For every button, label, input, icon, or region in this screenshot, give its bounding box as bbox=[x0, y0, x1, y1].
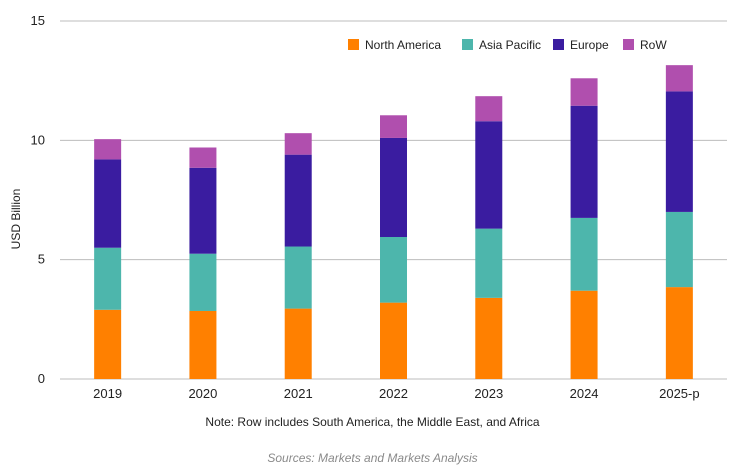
bar-segment bbox=[475, 297, 503, 379]
bar-segment bbox=[380, 115, 407, 138]
bar-segment bbox=[284, 308, 312, 379]
x-tick-label: 2021 bbox=[284, 386, 313, 401]
bar-segment bbox=[665, 65, 693, 92]
x-tick-label: 2025-p bbox=[659, 386, 699, 401]
bar-segment bbox=[189, 147, 217, 168]
bar-segment bbox=[189, 310, 217, 379]
y-tick-label: 15 bbox=[31, 13, 45, 28]
bar-segment bbox=[570, 290, 598, 379]
bar-segment bbox=[665, 211, 693, 288]
bar-segment bbox=[570, 217, 598, 291]
chart-source: Sources: Markets and Markets Analysis bbox=[267, 451, 478, 465]
bar-segment bbox=[94, 139, 122, 160]
bar-segment bbox=[475, 228, 503, 298]
bar-segment bbox=[94, 309, 122, 379]
bar-segment bbox=[380, 137, 407, 237]
y-tick-label: 0 bbox=[38, 371, 45, 386]
bar-segment bbox=[475, 121, 503, 229]
bar-segment bbox=[380, 236, 407, 303]
x-tick-label: 2024 bbox=[570, 386, 599, 401]
bar-segment bbox=[189, 167, 217, 254]
x-axis-ticks: 2019 2020 2021 2022 2023 2024 2025-p bbox=[93, 386, 699, 401]
bar-segment bbox=[94, 159, 122, 248]
bar-segment bbox=[189, 253, 217, 311]
bar-segment bbox=[475, 96, 503, 122]
bar-segment bbox=[284, 133, 312, 155]
y-axis-ticks: 0 5 10 15 bbox=[31, 13, 45, 386]
legend-label: Asia Pacific bbox=[479, 38, 541, 52]
bar-segment bbox=[284, 154, 312, 247]
bars bbox=[94, 65, 693, 379]
legend-label: North America bbox=[365, 38, 441, 52]
y-axis-label: USD Billion bbox=[9, 189, 23, 250]
x-tick-label: 2023 bbox=[474, 386, 503, 401]
x-tick-label: 2022 bbox=[379, 386, 408, 401]
legend-label: Europe bbox=[570, 38, 609, 52]
y-tick-label: 5 bbox=[38, 252, 45, 267]
legend-swatch bbox=[553, 39, 564, 50]
y-tick-label: 10 bbox=[31, 132, 45, 147]
chart-note: Note: Row includes South America, the Mi… bbox=[205, 415, 540, 429]
bar-segment bbox=[665, 91, 693, 212]
legend-swatch bbox=[348, 39, 359, 50]
bar-segment bbox=[665, 287, 693, 379]
legend: North America Asia Pacific Europe RoW bbox=[348, 38, 667, 52]
legend-swatch bbox=[462, 39, 473, 50]
bar-segment bbox=[570, 78, 598, 106]
bar-segment bbox=[94, 247, 122, 310]
legend-label: RoW bbox=[640, 38, 667, 52]
bar-segment bbox=[570, 105, 598, 218]
x-tick-label: 2020 bbox=[188, 386, 217, 401]
bar-segment bbox=[380, 302, 407, 379]
bar-segment bbox=[284, 246, 312, 309]
x-tick-label: 2019 bbox=[93, 386, 122, 401]
legend-swatch bbox=[623, 39, 634, 50]
